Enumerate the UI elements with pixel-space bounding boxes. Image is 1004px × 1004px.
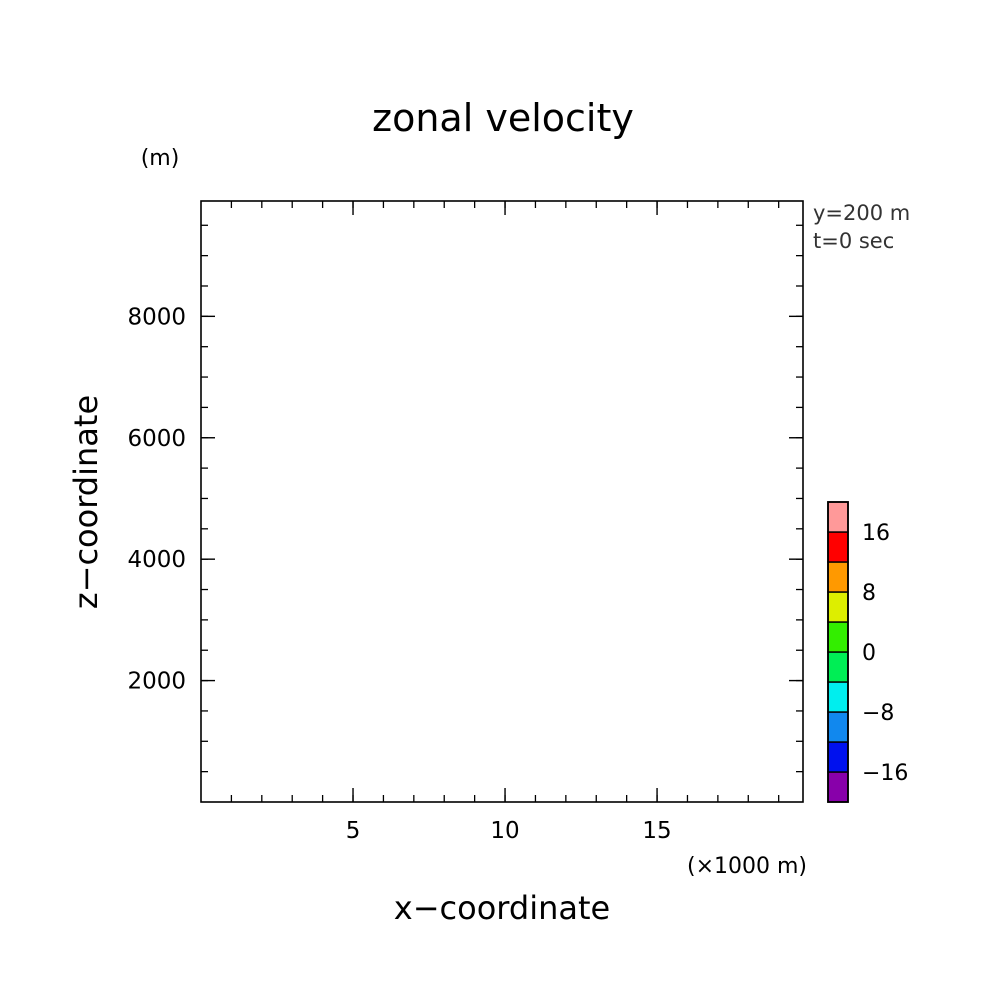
colorbar-swatch <box>827 591 849 623</box>
plot-area <box>200 200 804 803</box>
colorbar-swatch <box>827 711 849 743</box>
colorbar-swatch <box>827 621 849 653</box>
colorbar-tick-label: 8 <box>862 581 876 606</box>
y-tick-label: 8000 <box>127 304 186 330</box>
time-annotation: t=0 sec <box>813 229 894 253</box>
colorbar-tick-label: −8 <box>862 701 894 726</box>
colorbar-swatch <box>827 561 849 593</box>
colorbar-tick-label: −16 <box>862 761 908 786</box>
colorbar-swatch <box>827 531 849 563</box>
colorbar-frame <box>827 501 849 803</box>
x-tick-label: 15 <box>642 818 671 844</box>
x-tick-label: 10 <box>490 818 519 844</box>
y-tick-label: 4000 <box>127 547 186 573</box>
y-position-annotation: y=200 m <box>813 201 910 225</box>
colorbar-swatch <box>827 741 849 773</box>
x-unit-label: (×1000 m) <box>687 854 807 879</box>
colorbar-tick-label: 16 <box>862 521 890 546</box>
axis-ticks <box>201 201 803 802</box>
y-tick-label: 2000 <box>127 669 186 695</box>
y-tick-label: 6000 <box>127 426 186 452</box>
y-unit-label: (m) <box>141 146 180 171</box>
colorbar-swatch <box>827 651 849 683</box>
y-axis-label: z−coordinate <box>67 395 105 609</box>
chart-title: zonal velocity <box>372 96 634 140</box>
colorbar-swatch <box>827 501 849 533</box>
colorbar: −16 −8 0 8 16 <box>827 501 908 803</box>
colorbar-swatch <box>827 771 849 803</box>
x-tick-label: 5 <box>346 818 361 844</box>
colorbar-swatch <box>827 681 849 713</box>
x-axis-label: x−coordinate <box>394 889 610 927</box>
colorbar-tick-label: 0 <box>862 641 876 666</box>
